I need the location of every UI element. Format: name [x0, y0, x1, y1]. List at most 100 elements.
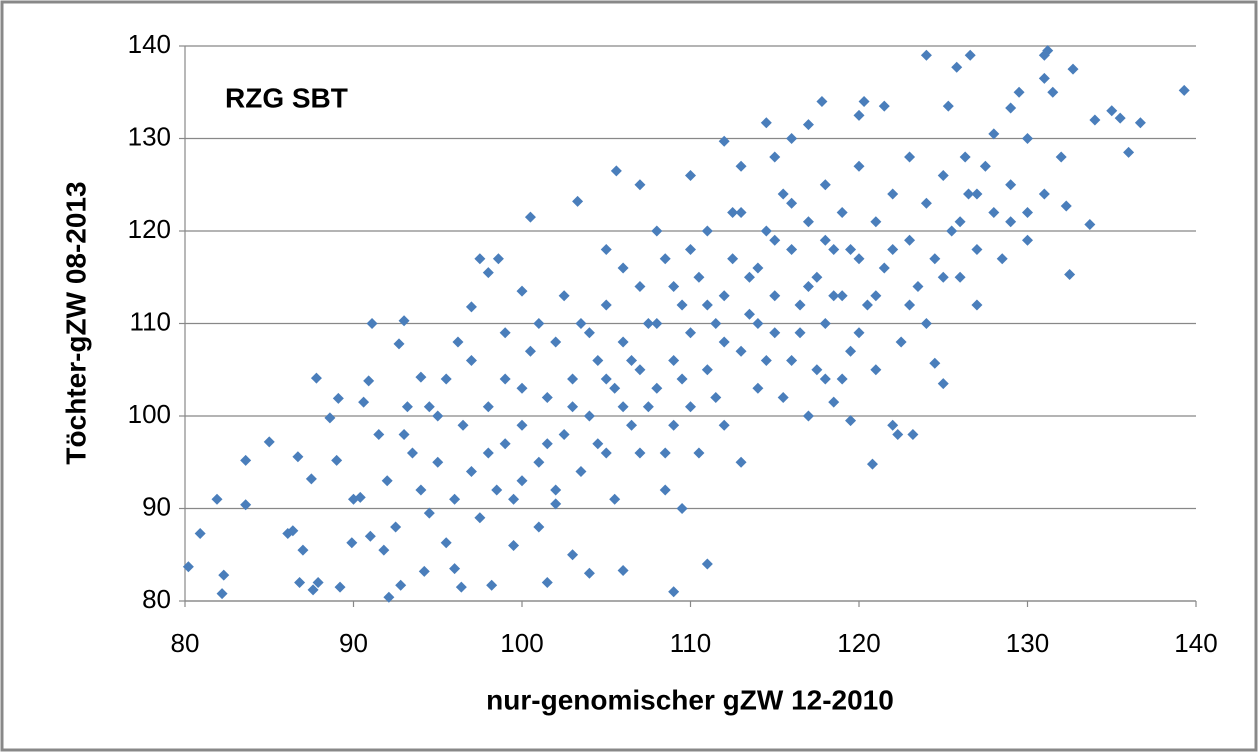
point [516, 475, 528, 487]
point [802, 119, 814, 131]
point [332, 392, 344, 404]
point [465, 466, 477, 477]
point [524, 345, 536, 357]
point [701, 558, 713, 570]
point [346, 537, 358, 549]
point [583, 410, 595, 422]
x-tick-label: 100 [500, 628, 543, 658]
point [760, 117, 772, 129]
point [1064, 268, 1076, 280]
point [802, 281, 814, 292]
y-tick-label: 90 [142, 491, 171, 521]
point [668, 281, 680, 292]
point [786, 133, 798, 144]
point [904, 299, 916, 311]
point [668, 419, 680, 431]
point [710, 318, 722, 329]
point [870, 216, 882, 228]
point [959, 151, 971, 163]
point [743, 308, 755, 320]
point [482, 267, 494, 279]
point [567, 401, 579, 413]
point [937, 378, 949, 390]
point [415, 371, 427, 383]
point [331, 454, 343, 466]
point [685, 327, 696, 339]
point [449, 563, 461, 575]
point [297, 544, 309, 556]
point [1134, 117, 1146, 129]
point [1055, 151, 1067, 163]
point [440, 537, 452, 549]
point [836, 373, 848, 385]
point [858, 96, 870, 107]
point [182, 561, 194, 573]
point [819, 373, 831, 385]
point [971, 188, 983, 200]
point [575, 318, 587, 329]
point [836, 207, 848, 218]
point [617, 564, 629, 576]
point [907, 429, 919, 440]
point [216, 588, 228, 600]
point [988, 128, 1000, 140]
y-tick-label: 100 [128, 399, 171, 429]
point [760, 225, 772, 237]
point [853, 253, 865, 265]
point [440, 373, 452, 385]
point [310, 372, 322, 384]
point [878, 262, 890, 274]
point [735, 345, 747, 357]
point [558, 290, 570, 302]
point [786, 197, 798, 209]
x-tick-label: 110 [670, 628, 711, 658]
point [912, 281, 924, 292]
point [307, 584, 319, 596]
point [964, 49, 976, 61]
point [845, 415, 857, 427]
point [609, 493, 621, 505]
point [735, 456, 747, 468]
point [358, 396, 370, 408]
point [870, 290, 882, 302]
point [418, 565, 430, 577]
point [533, 318, 545, 329]
point [550, 498, 562, 510]
point [516, 382, 528, 394]
point [1042, 45, 1054, 57]
point [423, 401, 435, 413]
point [946, 225, 958, 237]
point [735, 160, 747, 172]
point [1089, 114, 1101, 126]
point [383, 591, 395, 603]
point [701, 299, 713, 311]
point [693, 447, 705, 459]
point [398, 315, 410, 327]
point [334, 581, 346, 593]
point [642, 401, 654, 413]
point [474, 512, 486, 524]
point [432, 410, 444, 422]
point [482, 401, 494, 413]
point [685, 170, 696, 181]
point [550, 484, 562, 496]
point [240, 454, 252, 466]
annotation: RZG SBT [225, 82, 348, 113]
point [853, 160, 865, 172]
point [600, 373, 612, 385]
point [685, 244, 696, 255]
point [651, 318, 663, 329]
point [802, 216, 814, 228]
point [1038, 188, 1050, 200]
point [634, 364, 646, 376]
point [870, 364, 882, 376]
point [287, 525, 299, 537]
point [401, 401, 413, 413]
point [406, 447, 418, 459]
point [942, 100, 954, 112]
point [1123, 146, 1135, 158]
point [963, 188, 975, 200]
point [1013, 86, 1025, 98]
point [592, 438, 604, 450]
point [828, 290, 840, 302]
